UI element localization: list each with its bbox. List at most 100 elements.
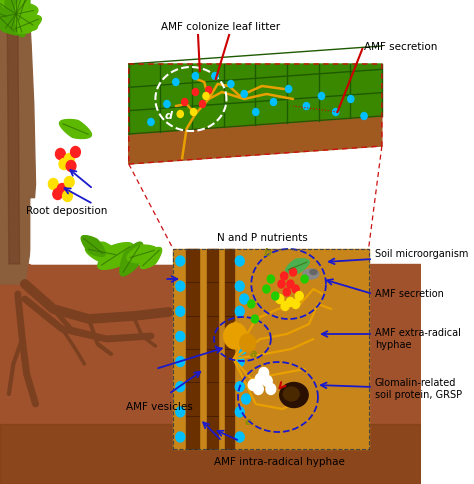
Polygon shape bbox=[129, 64, 382, 134]
Circle shape bbox=[286, 298, 294, 306]
Circle shape bbox=[177, 110, 183, 118]
Text: AMF secretion: AMF secretion bbox=[375, 289, 444, 299]
Polygon shape bbox=[120, 242, 143, 276]
Text: AMF extra-radical
hyphae: AMF extra-radical hyphae bbox=[375, 328, 461, 350]
Circle shape bbox=[176, 432, 185, 442]
Circle shape bbox=[242, 394, 250, 404]
Circle shape bbox=[281, 272, 288, 280]
Polygon shape bbox=[15, 0, 29, 23]
Circle shape bbox=[203, 92, 209, 100]
Polygon shape bbox=[31, 199, 186, 264]
Polygon shape bbox=[5, 0, 27, 37]
Polygon shape bbox=[286, 259, 309, 273]
Circle shape bbox=[266, 383, 276, 394]
Circle shape bbox=[270, 99, 277, 106]
Polygon shape bbox=[12, 15, 41, 33]
Circle shape bbox=[238, 344, 247, 354]
Text: c: c bbox=[244, 417, 251, 427]
Circle shape bbox=[283, 288, 291, 296]
Circle shape bbox=[253, 108, 259, 116]
Text: a: a bbox=[249, 349, 257, 359]
Circle shape bbox=[148, 119, 154, 125]
Circle shape bbox=[303, 103, 310, 109]
Circle shape bbox=[267, 275, 274, 283]
Circle shape bbox=[333, 108, 339, 116]
Polygon shape bbox=[0, 4, 9, 20]
Polygon shape bbox=[129, 116, 382, 164]
Circle shape bbox=[281, 302, 289, 311]
Text: AMF colonize leaf litter: AMF colonize leaf litter bbox=[161, 22, 280, 32]
Circle shape bbox=[57, 183, 67, 195]
Ellipse shape bbox=[283, 387, 299, 401]
Circle shape bbox=[251, 315, 258, 323]
Text: d: d bbox=[164, 111, 172, 121]
Circle shape bbox=[287, 280, 294, 288]
Circle shape bbox=[235, 407, 244, 417]
Circle shape bbox=[240, 294, 249, 304]
Bar bbox=[186, 249, 199, 449]
Text: AMF secretion: AMF secretion bbox=[364, 42, 438, 52]
Circle shape bbox=[240, 334, 256, 352]
Circle shape bbox=[206, 87, 212, 93]
Circle shape bbox=[254, 383, 263, 394]
Circle shape bbox=[278, 280, 285, 288]
Circle shape bbox=[347, 95, 354, 103]
Polygon shape bbox=[85, 242, 119, 262]
Circle shape bbox=[259, 367, 269, 378]
Polygon shape bbox=[81, 236, 105, 257]
Circle shape bbox=[301, 275, 308, 283]
Circle shape bbox=[292, 300, 300, 308]
Circle shape bbox=[200, 101, 206, 107]
Circle shape bbox=[319, 92, 325, 100]
Circle shape bbox=[176, 407, 185, 417]
Circle shape bbox=[235, 256, 244, 266]
Circle shape bbox=[176, 281, 185, 291]
Polygon shape bbox=[140, 247, 162, 269]
Polygon shape bbox=[2, 0, 30, 32]
Circle shape bbox=[176, 306, 185, 316]
Circle shape bbox=[235, 382, 244, 392]
Text: b: b bbox=[264, 248, 272, 258]
Text: Glomalin-related
soil protein, GRSP: Glomalin-related soil protein, GRSP bbox=[375, 378, 462, 400]
Circle shape bbox=[224, 323, 247, 349]
Circle shape bbox=[59, 158, 69, 169]
Bar bbox=[225, 249, 234, 449]
Circle shape bbox=[48, 179, 58, 190]
Circle shape bbox=[290, 268, 297, 276]
Circle shape bbox=[235, 357, 244, 366]
Circle shape bbox=[248, 300, 255, 308]
Circle shape bbox=[272, 292, 279, 300]
Ellipse shape bbox=[280, 382, 308, 408]
Bar bbox=[0, 424, 421, 484]
Circle shape bbox=[235, 432, 244, 442]
Circle shape bbox=[173, 78, 179, 86]
Circle shape bbox=[255, 374, 265, 384]
Ellipse shape bbox=[310, 270, 317, 274]
Circle shape bbox=[292, 285, 299, 293]
Circle shape bbox=[71, 147, 81, 157]
Polygon shape bbox=[7, 0, 25, 35]
Circle shape bbox=[235, 281, 244, 291]
Circle shape bbox=[176, 332, 185, 341]
Polygon shape bbox=[0, 10, 17, 34]
Circle shape bbox=[64, 177, 74, 187]
Circle shape bbox=[64, 153, 74, 165]
Polygon shape bbox=[7, 0, 19, 264]
Circle shape bbox=[235, 306, 244, 316]
Polygon shape bbox=[0, 0, 36, 284]
Polygon shape bbox=[0, 0, 37, 30]
Circle shape bbox=[248, 379, 258, 391]
Circle shape bbox=[295, 291, 303, 301]
Text: N and P nutrients: N and P nutrients bbox=[217, 233, 307, 243]
Circle shape bbox=[176, 256, 185, 266]
Circle shape bbox=[164, 101, 170, 107]
Ellipse shape bbox=[303, 269, 319, 279]
Polygon shape bbox=[127, 245, 157, 263]
Circle shape bbox=[285, 86, 292, 92]
Circle shape bbox=[182, 99, 188, 106]
Circle shape bbox=[53, 188, 63, 199]
Polygon shape bbox=[60, 120, 91, 138]
Text: AMF vesicles: AMF vesicles bbox=[127, 402, 193, 412]
Circle shape bbox=[176, 357, 185, 366]
Text: AMF intra-radical hyphae: AMF intra-radical hyphae bbox=[214, 457, 345, 467]
